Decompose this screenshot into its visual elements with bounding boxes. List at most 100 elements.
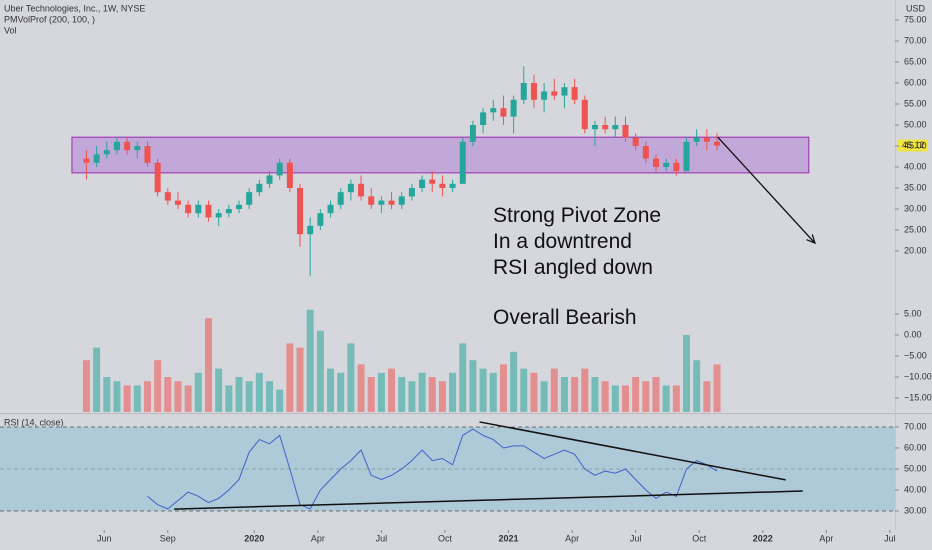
candle-body xyxy=(419,179,426,188)
volume-bar xyxy=(164,377,172,412)
volume-label: Vol xyxy=(4,25,17,35)
candle-body xyxy=(144,145,151,163)
y-tick-label: 35.00 xyxy=(904,182,927,192)
volume-bar xyxy=(306,309,314,412)
candle-body xyxy=(673,162,680,172)
candle-body xyxy=(215,213,222,218)
candle-body xyxy=(185,204,192,214)
pivot-zone xyxy=(71,136,810,174)
volume-bar xyxy=(113,381,121,412)
candle-body xyxy=(429,179,436,184)
volume-bar xyxy=(581,368,589,412)
arrow-line xyxy=(717,136,816,244)
volume-bar xyxy=(652,377,660,412)
candle-body xyxy=(571,87,578,100)
candle-body xyxy=(164,192,171,201)
annotation: In a downtrend xyxy=(493,230,632,253)
volume-bar xyxy=(337,372,345,412)
candle-body xyxy=(327,204,334,214)
volume-bar xyxy=(683,334,691,412)
candle-body xyxy=(246,192,253,205)
x-tick-label: Sep xyxy=(160,533,176,543)
volume-bar xyxy=(459,343,467,412)
volume-bar xyxy=(479,368,487,412)
x-tick-label: Jul xyxy=(884,533,896,543)
y-tick-label: −10.00 xyxy=(904,371,932,381)
candle-body xyxy=(612,124,619,130)
x-tick-label: 2021 xyxy=(499,533,519,543)
candle-body xyxy=(714,141,721,146)
candle-body xyxy=(530,82,537,100)
candle-body xyxy=(459,141,466,184)
candle-body xyxy=(103,150,110,155)
indicator-label: PMVolProf (200, 100, ) xyxy=(4,14,95,24)
volume-bar xyxy=(347,343,355,412)
candle-body xyxy=(510,99,517,117)
volume-bar xyxy=(438,381,446,412)
candle-body xyxy=(388,200,395,205)
y-tick-label: 50.00 xyxy=(904,463,927,473)
volume-bar xyxy=(489,372,497,412)
candle-body xyxy=(602,124,609,130)
volume-bar xyxy=(428,377,436,412)
trend-line xyxy=(479,421,786,481)
volume-bar xyxy=(286,343,294,412)
y-tick-label: 70.00 xyxy=(904,421,927,431)
arrow-head xyxy=(806,234,816,245)
candle-body xyxy=(408,187,415,197)
y-tick-label: 55.00 xyxy=(904,98,927,108)
y-tick-label: 50.00 xyxy=(904,119,927,129)
candle-body xyxy=(642,145,649,159)
annotation: Overall Bearish xyxy=(493,306,637,329)
candle-body xyxy=(520,82,527,100)
candle-body xyxy=(683,141,690,172)
rsi-title: RSI (14, close) xyxy=(4,417,64,427)
y-tick-label: −15.00 xyxy=(904,392,932,402)
volume-bar xyxy=(418,372,426,412)
candle-body xyxy=(449,183,456,188)
volume-bar xyxy=(571,377,579,412)
volume-bar xyxy=(235,377,243,412)
volume-bar xyxy=(672,385,680,412)
volume-bar xyxy=(703,381,711,412)
volume-bar xyxy=(266,381,274,412)
y-tick-label: 25.00 xyxy=(904,224,927,234)
candle-body xyxy=(276,162,283,176)
candle-body xyxy=(154,162,161,193)
candle-body xyxy=(266,175,273,184)
candle-body xyxy=(368,196,375,205)
volume-bar xyxy=(93,347,101,412)
volume-bar xyxy=(255,372,263,412)
candle-body xyxy=(693,137,700,142)
volume-bar xyxy=(469,360,477,412)
candle-body xyxy=(236,204,243,209)
candle-body xyxy=(174,200,181,205)
candle-body xyxy=(134,145,141,151)
volume-bar xyxy=(103,377,111,412)
volume-bar xyxy=(377,372,385,412)
x-tick-label: 2020 xyxy=(244,533,264,543)
symbol-title: Uber Technologies, Inc., 1W, NYSE xyxy=(4,3,145,13)
y-tick-label: 5.00 xyxy=(904,308,922,318)
x-tick-label: Oct xyxy=(438,533,453,543)
volume-bar xyxy=(215,368,223,412)
candle-body xyxy=(439,183,446,188)
volume-bar xyxy=(408,381,416,412)
annotation: RSI angled down xyxy=(493,256,653,279)
currency-label: USD xyxy=(906,3,926,13)
rsi-band xyxy=(0,426,895,511)
candle-body xyxy=(286,162,293,188)
volume-bar xyxy=(296,347,304,412)
x-tick-label: Jul xyxy=(376,533,388,543)
volume-bar xyxy=(82,360,90,412)
volume-bar xyxy=(713,364,721,412)
volume-bar xyxy=(133,385,141,412)
candle-body xyxy=(469,124,476,142)
volume-bar xyxy=(662,385,670,412)
volume-bar xyxy=(204,318,212,412)
candle-body xyxy=(358,183,365,197)
last-price-box xyxy=(898,139,928,152)
trend-line xyxy=(174,490,803,510)
candle-body xyxy=(551,91,558,96)
candle-body xyxy=(561,87,568,96)
